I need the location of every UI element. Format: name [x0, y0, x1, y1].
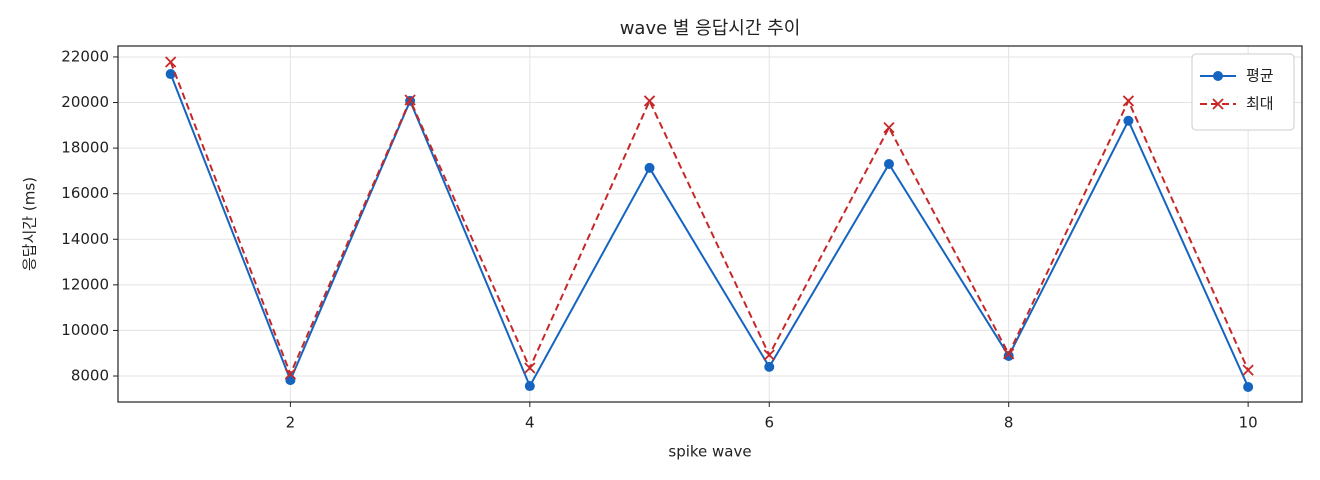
point	[165, 56, 177, 68]
y-axis-label: 응답시간 (ms)	[21, 177, 39, 271]
legend-marker	[1212, 98, 1224, 110]
point	[1122, 95, 1135, 107]
y-tick-label: 8000	[71, 367, 109, 385]
point	[644, 162, 655, 173]
y-tick-label: 18000	[61, 139, 109, 157]
x-axis-label: spike wave	[668, 443, 751, 461]
y-tick-label: 16000	[61, 184, 109, 202]
point	[1243, 381, 1254, 392]
legend-frame	[1191, 53, 1295, 131]
point	[883, 159, 894, 170]
point	[404, 94, 416, 106]
x-tick-label: 2	[286, 414, 296, 432]
y-tick-label: 12000	[61, 275, 109, 293]
x-tick-label: 8	[1004, 414, 1014, 432]
point	[1003, 348, 1015, 360]
point	[1123, 115, 1134, 126]
legend-label: 최대	[1246, 95, 1274, 113]
y-tick-label: 22000	[61, 47, 109, 65]
y-tick-label: 10000	[61, 321, 109, 339]
point	[524, 362, 536, 374]
legend-label: 평균	[1246, 67, 1274, 85]
x-tick-label: 10	[1239, 414, 1258, 432]
x-tick-label: 4	[525, 414, 535, 432]
chart-title: wave 별 응답시간 추이	[620, 18, 801, 39]
point	[763, 349, 775, 361]
point	[643, 95, 656, 107]
point	[284, 368, 297, 380]
point	[883, 121, 895, 134]
legend-marker	[1213, 71, 1223, 81]
y-tick-label: 14000	[61, 230, 109, 248]
plot-frame	[117, 45, 1303, 403]
point	[165, 69, 176, 80]
point	[524, 381, 535, 392]
series-line	[169, 73, 1250, 389]
point	[764, 361, 775, 372]
point	[1242, 364, 1254, 376]
y-tick-label: 20000	[61, 93, 109, 111]
series-line	[169, 61, 1250, 377]
x-tick-label: 6	[764, 414, 774, 432]
